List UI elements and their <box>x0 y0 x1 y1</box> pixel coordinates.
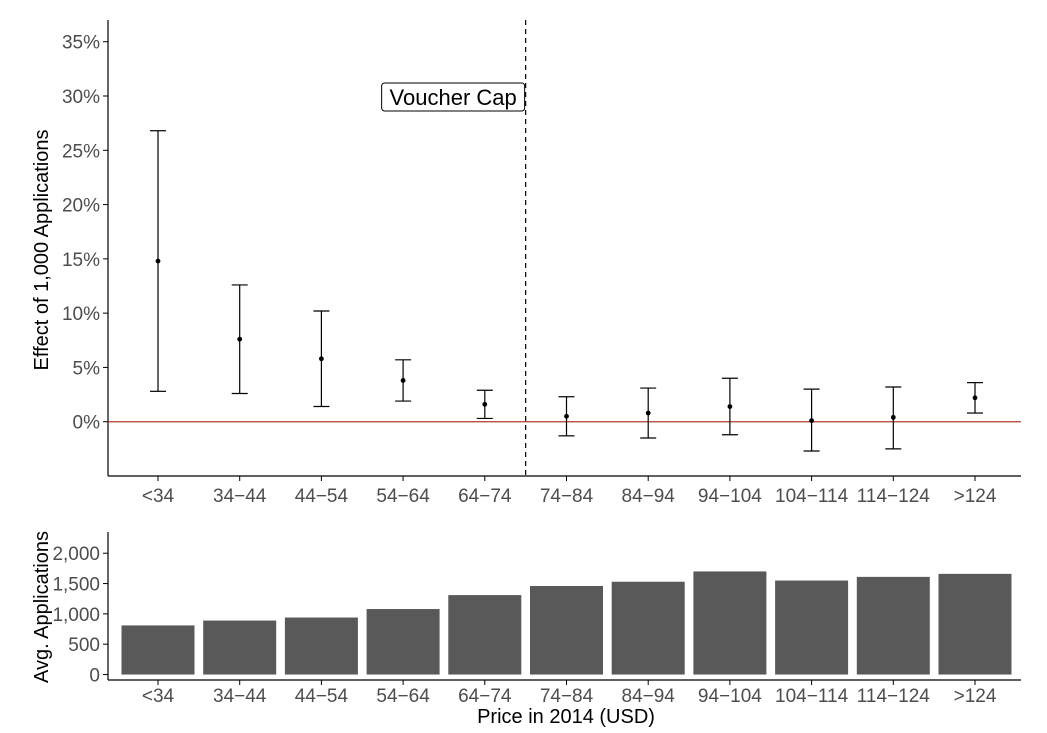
effect-y-axis-title: Effect of 1,000 Applications <box>31 130 53 371</box>
applications-x-tick-label: <34 <box>142 686 175 707</box>
effect-x-tick-label: 34−44 <box>213 486 267 507</box>
errorbar-3 <box>395 359 412 402</box>
effect-x-tick-label: 94−104 <box>698 486 762 507</box>
effect-x-tick-label: 84−94 <box>622 486 676 507</box>
voucher-cap-box <box>381 82 526 112</box>
errorbar-10 <box>967 382 983 414</box>
point-estimate <box>645 410 651 416</box>
applications-x-tick-label: 84−94 <box>622 686 676 707</box>
errorbar-7 <box>721 377 738 436</box>
bar-9 <box>856 576 930 675</box>
applications-x-tick-label: 64−74 <box>458 686 512 707</box>
effect-y-tick-label: 5% <box>73 358 101 379</box>
bar-10 <box>938 573 1012 675</box>
point-estimate <box>809 418 814 424</box>
point-estimate <box>319 356 324 362</box>
bar-2 <box>284 617 358 675</box>
errorbar-4 <box>476 389 493 420</box>
errorbar-5 <box>558 396 575 437</box>
applications-x-tick-label: 74−84 <box>540 686 594 707</box>
point-estimate <box>727 404 733 409</box>
applications-x-tick-label: 34−44 <box>213 686 267 707</box>
effect-x-tick-label: 104−114 <box>775 486 849 507</box>
applications-y-tick-label: 0 <box>89 666 100 687</box>
voucher-cap-label: Voucher Cap <box>381 82 526 112</box>
effect-y-tick-label: 30% <box>62 87 100 108</box>
errorbar-8 <box>803 388 820 452</box>
applications-y-tick-label: 500 <box>68 635 100 656</box>
point-estimate <box>564 413 569 419</box>
effect-x-tick-label: <34 <box>142 486 175 507</box>
bar-4 <box>448 595 522 675</box>
applications-x-tick-label: 94−104 <box>698 686 762 707</box>
applications-x-tick-label: 104−114 <box>775 686 849 707</box>
applications-y-axis-title: Avg. Applications <box>31 531 53 683</box>
errorbar-9 <box>885 386 902 450</box>
bar-7 <box>693 571 767 675</box>
bar-1 <box>203 620 277 675</box>
applications-x-tick-label: 44−54 <box>295 686 349 707</box>
applications-y-tick-label: 2,000 <box>52 544 100 565</box>
bar-3 <box>366 609 440 675</box>
point-estimate <box>155 258 161 264</box>
applications-y-tick-label: 1,000 <box>52 605 100 626</box>
applications-y-tick-label: 1,500 <box>52 575 100 596</box>
effect-x-tick-label: >124 <box>954 486 997 507</box>
effect-x-tick-label: 54−64 <box>376 486 430 507</box>
effect-x-tick-label: 64−74 <box>458 486 512 507</box>
point-estimate <box>972 395 978 401</box>
errorbar-2 <box>313 310 330 408</box>
applications-panel: 0 500 1,000 1,500 2,000 <34 34−44 44−54 54−64 64−… <box>52 532 1021 707</box>
bar-8 <box>775 580 849 675</box>
effect-panel: 0% 5% 10% 15% 20% 25% 30% 35% <34 34−44 44−54 54−64… <box>62 20 1021 507</box>
effect-y-tick-label: 35% <box>62 33 100 54</box>
effect-y-tick-label: 10% <box>62 304 100 325</box>
bar-0 <box>121 625 195 675</box>
effect-y-tick-label: 25% <box>62 141 100 162</box>
bar-5 <box>530 585 603 675</box>
applications-x-tick-label: 114−124 <box>857 686 931 707</box>
errorbar-1 <box>231 284 248 395</box>
effect-x-tick-label: 74−84 <box>540 486 594 507</box>
applications-x-tick-label: >124 <box>954 686 997 707</box>
effect-y-tick-label: 0% <box>73 413 101 434</box>
effect-x-tick-label: 44−54 <box>295 486 349 507</box>
voucher-cap-text: Voucher Cap <box>390 85 517 110</box>
x-axis-title: Price in 2014 (USD) <box>477 706 655 728</box>
point-estimate <box>482 401 488 407</box>
effect-y-tick-label: 15% <box>62 250 100 271</box>
effect-y-tick-label: 20% <box>62 196 100 217</box>
point-estimate <box>237 336 243 342</box>
errorbar-0 <box>150 130 166 392</box>
point-estimate <box>400 378 406 383</box>
effect-x-tick-label: 114−124 <box>857 486 931 507</box>
point-estimate <box>890 414 896 420</box>
bar-6 <box>611 581 685 675</box>
applications-x-tick-label: 54−64 <box>376 686 430 707</box>
errorbar-6 <box>640 387 657 439</box>
